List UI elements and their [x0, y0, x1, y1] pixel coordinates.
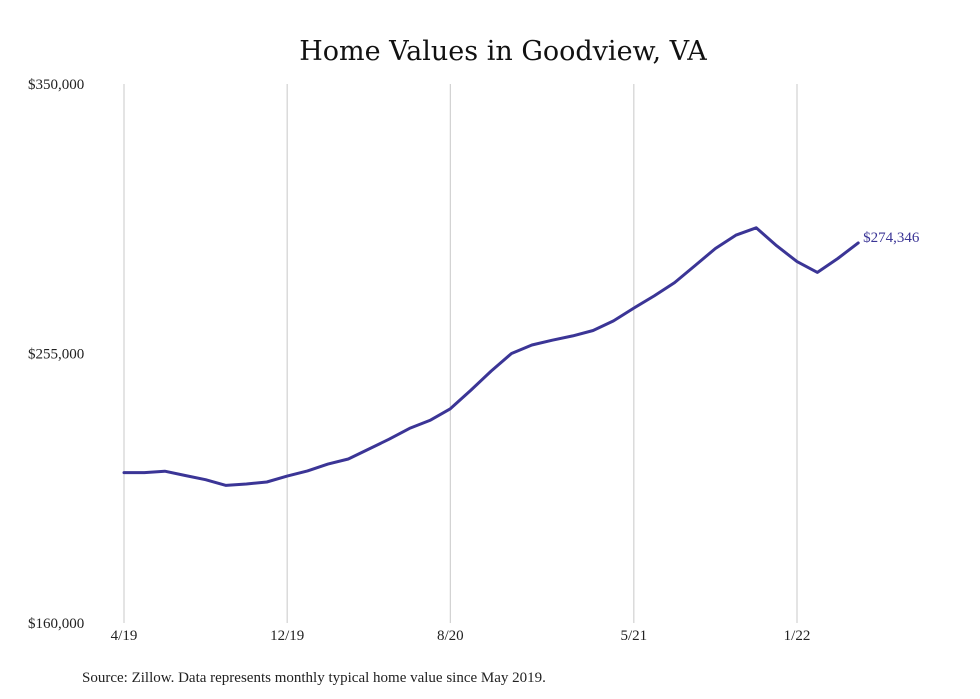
grid-lines	[123, 84, 798, 623]
source-note: Source: Zillow. Data represents monthly …	[82, 670, 546, 686]
y-tick-label: $160,000	[28, 616, 84, 632]
chart-title: Home Values in Goodview, VA	[299, 36, 707, 67]
x-tick-label: 4/19	[111, 628, 138, 644]
x-tick-label: 12/19	[270, 628, 304, 644]
series-layer: $274,346	[122, 226, 920, 487]
y-axis-ticks: $350,000 $255,000 $160,000	[28, 77, 84, 632]
series-line-1	[122, 226, 860, 487]
x-tick-label: 1/22	[784, 628, 811, 644]
y-tick-label: $255,000	[28, 347, 84, 363]
end-value-label: $274,346	[863, 230, 920, 246]
x-tick-label: 8/20	[437, 628, 464, 644]
y-tick-label: $350,000	[28, 77, 84, 93]
x-axis-ticks: 4/19 12/19 8/20 5/21 1/22	[111, 628, 811, 644]
x-tick-label: 5/21	[621, 628, 648, 644]
